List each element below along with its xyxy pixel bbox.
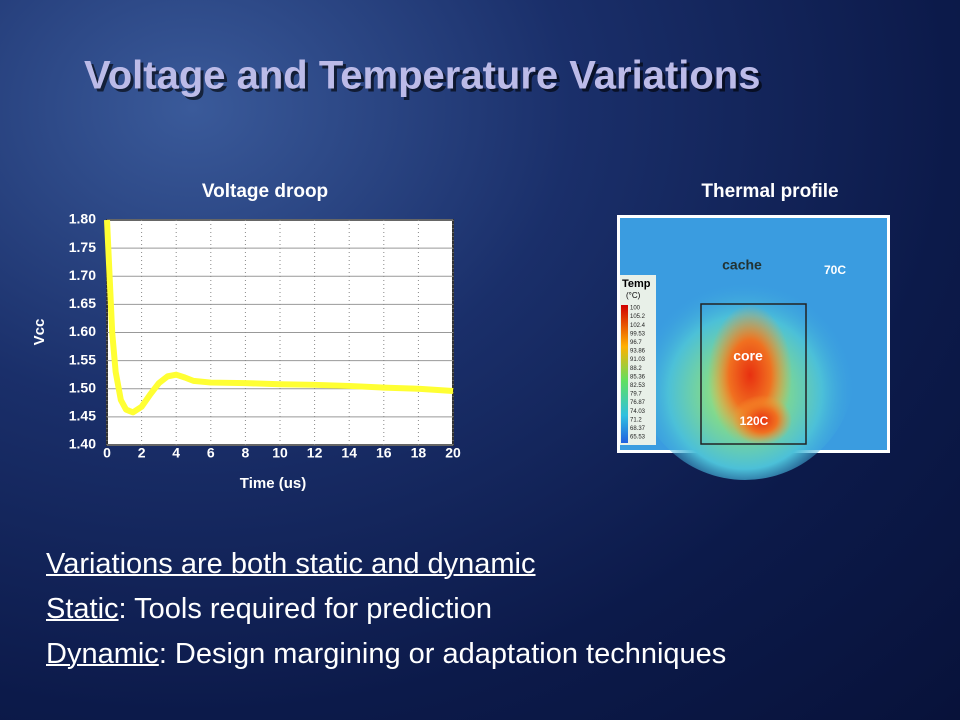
x-tick-label: 16: [376, 445, 392, 461]
scale-title: Temp: [622, 278, 651, 290]
bullet: Dynamic: Design margining or adaptation …: [46, 638, 726, 671]
voltage-line: [104, 219, 454, 416]
x-tick-label: 8: [242, 445, 250, 461]
bullet: Variations are both static and dynamic: [46, 548, 536, 581]
scale-label: 79.7: [630, 392, 642, 398]
y-tick-label: 1.40: [69, 436, 96, 452]
hot-label: 120C: [740, 414, 769, 428]
x-tick-label: 12: [307, 445, 323, 461]
scale-label: 100: [630, 306, 641, 312]
x-tick-label: 4: [172, 445, 180, 461]
y-tick-label: 1.65: [69, 295, 96, 311]
scale-unit: (°C): [626, 291, 641, 300]
bullet-underlined: Dynamic: [46, 638, 159, 670]
y-tick-label: 1.70: [69, 267, 96, 283]
title-shadow: Voltage and Temperature Variations: [87, 57, 763, 101]
scale-label: 71.2: [630, 417, 642, 423]
x-tick-label: 20: [445, 445, 461, 461]
scale-label: 96.7: [630, 340, 642, 346]
x-axis-label: Time (us): [240, 475, 306, 492]
y-tick-label: 1.45: [69, 408, 96, 424]
scale-bar: [621, 305, 628, 443]
scale-label: 105.2: [630, 314, 646, 320]
cache-label: cache: [722, 257, 762, 273]
bullet-text: : Tools required for prediction: [118, 593, 492, 625]
core-box: [700, 303, 807, 445]
scale-label: 74.03: [630, 409, 646, 415]
plot: 1.40 1.45 1.50 1.55 1.60 1.65 1.70 1.75 1.80 0 2 4 6…: [69, 211, 461, 461]
scale-label: 68.37: [630, 426, 646, 432]
thermal-hot: [732, 395, 792, 445]
cool-label: 70C: [824, 263, 846, 277]
thermal-title: Thermal profile: [701, 181, 838, 202]
y-axis-label: Vcc: [31, 319, 48, 346]
bullet-underlined: Static: [46, 593, 119, 625]
scale-label: 76.87: [630, 400, 646, 406]
scale-label: 93.86: [630, 349, 646, 355]
x-tick-label: 10: [272, 445, 288, 461]
y-tick-label: 1.80: [69, 211, 96, 227]
chart-title: Voltage droop: [202, 181, 328, 202]
scale-label: 65.53: [630, 435, 646, 441]
bullet: Static: Tools required for prediction: [46, 593, 492, 626]
y-tick-label: 1.50: [69, 379, 96, 395]
scale-label: 88.2: [630, 366, 642, 372]
scale-label: 99.53: [630, 331, 646, 337]
scale-label: 91.03: [630, 357, 646, 363]
scale-label: 102.4: [630, 323, 646, 329]
scale-labels: 100 105.2 102.4 99.53 96.7 93.86 91.03 88.2 85.3…: [630, 306, 646, 441]
x-tick-label: 14: [341, 445, 357, 461]
y-tick-label: 1.55: [69, 351, 96, 367]
y-tick-label: 1.75: [69, 239, 96, 255]
scale-label: 82.53: [630, 383, 646, 389]
y-tick-label: 1.60: [69, 323, 96, 339]
x-tick-label: 18: [411, 445, 427, 461]
scale-label: 85.36: [630, 374, 646, 380]
core-label: core: [733, 348, 763, 364]
bullet-text: : Design margining or adaptation techniq…: [158, 638, 727, 670]
x-tick-label: 6: [207, 445, 215, 461]
x-tick-label: 0: [103, 445, 111, 461]
slide-title: Voltage and Temperature Variations: [84, 54, 760, 98]
x-tick-label: 2: [138, 445, 146, 461]
bullet-underlined: Variations are both static and dynamic: [46, 548, 536, 580]
